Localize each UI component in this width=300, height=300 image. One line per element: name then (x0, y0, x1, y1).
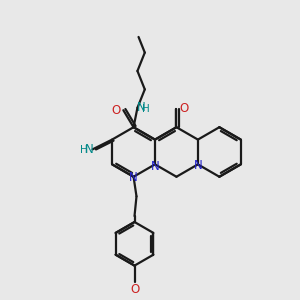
Text: N: N (129, 171, 138, 184)
Text: N: N (137, 101, 146, 114)
Text: H: H (80, 145, 88, 155)
Text: N: N (151, 160, 159, 173)
Text: N: N (85, 143, 94, 156)
Text: O: O (180, 102, 189, 115)
Text: O: O (130, 283, 139, 296)
Text: N: N (194, 159, 202, 172)
Text: H: H (142, 104, 150, 114)
Text: O: O (112, 104, 121, 117)
